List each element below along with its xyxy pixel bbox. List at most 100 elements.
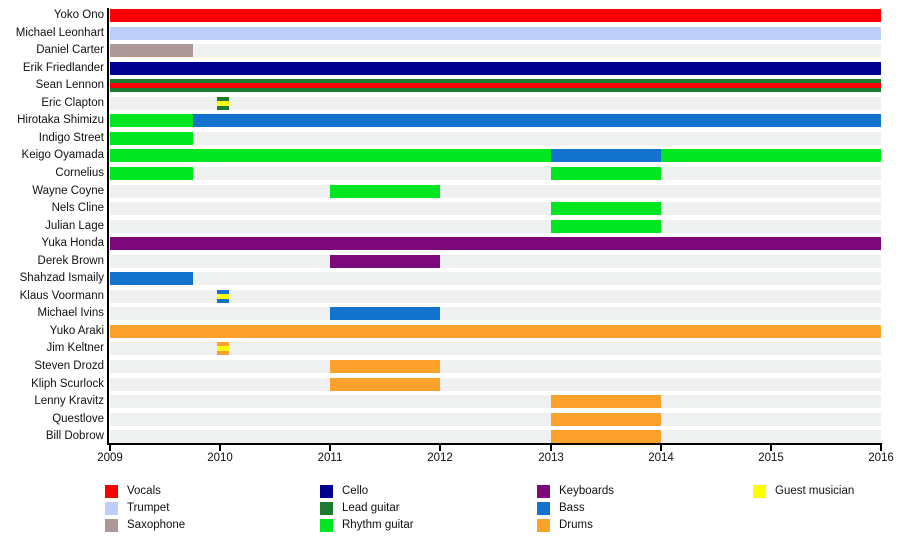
row-label: Yuka Honda: [41, 237, 104, 249]
bar-stripe-bass: [110, 272, 193, 285]
bar-segment: [330, 360, 441, 373]
row-track: [110, 430, 881, 443]
legend-label-bass: Bass: [559, 502, 585, 514]
row-label: Indigo Street: [38, 132, 104, 144]
legend-label-cello: Cello: [342, 485, 369, 497]
bar-stripe-saxophone: [110, 44, 193, 57]
x-axis-tick-label: 2009: [97, 452, 123, 464]
row-label: Keigo Oyamada: [21, 149, 104, 161]
bar-stripe-lead-guitar: [216, 97, 229, 102]
bar-stripe-lead-guitar: [216, 105, 229, 110]
bar-segment: [550, 167, 661, 180]
bar-stripe-drums: [216, 342, 229, 347]
bar-stripe-rhythm-guitar: [110, 149, 551, 162]
bar-stripe-rhythm-guitar: [550, 220, 661, 233]
bar-stripe-rhythm-guitar: [110, 114, 193, 127]
bar-segment: [110, 237, 881, 250]
row-label: Klaus Voormann: [19, 290, 104, 302]
row-track: [110, 220, 881, 233]
bar-segment: [110, 132, 193, 145]
bar-segment: [110, 79, 881, 92]
bar-stripe-rhythm-guitar: [550, 202, 661, 215]
bar-segment: [110, 44, 193, 57]
legend-label-vocals: Vocals: [127, 485, 161, 497]
bar-segment: [550, 395, 661, 408]
row-track: [110, 413, 881, 426]
bar-segment: [330, 185, 441, 198]
row-label: Yoko Ono: [53, 9, 104, 21]
bar-segment: [216, 97, 229, 110]
row-track: [110, 44, 881, 57]
legend-label-saxophone: Saxophone: [127, 519, 186, 531]
row-label: Cornelius: [55, 167, 104, 179]
bar-segment: [216, 290, 229, 303]
bar-stripe-bass: [216, 298, 229, 303]
bar-segment: [110, 9, 881, 22]
bar-segment: [110, 325, 881, 338]
bar-segment: [330, 307, 441, 320]
legend-swatch-trumpet: [105, 502, 118, 515]
bar-stripe-vocals: [110, 83, 881, 88]
bar-stripe-cello: [110, 62, 881, 75]
x-axis-tick-label: 2016: [868, 452, 894, 464]
row-track: [110, 378, 881, 391]
bar-segment: [550, 149, 661, 162]
row-label: Eric Clapton: [41, 97, 104, 109]
x-axis-line: [107, 443, 882, 445]
bar-segment: [330, 378, 441, 391]
bar-stripe-drums: [330, 360, 441, 373]
legend-swatch-drums: [537, 519, 550, 532]
bar-segment: [550, 202, 661, 215]
bar-segment: [110, 149, 551, 162]
bar-segment: [110, 27, 881, 40]
bar-stripe-guest: [216, 346, 229, 351]
row-label: Questlove: [52, 413, 104, 425]
row-track: [110, 97, 881, 110]
bar-segment: [110, 62, 881, 75]
bar-segment: [192, 114, 881, 127]
row-label: Sean Lennon: [35, 79, 104, 91]
x-axis-tick: [439, 445, 441, 451]
row-label: Derek Brown: [37, 255, 104, 267]
bar-segment: [550, 430, 661, 443]
legend-swatch-bass: [537, 502, 550, 515]
bar-segment: [110, 167, 193, 180]
legend-label-lead-guitar: Lead guitar: [342, 502, 400, 514]
x-axis-tick-label: 2010: [207, 452, 233, 464]
bar-segment: [110, 272, 193, 285]
row-label: Lenny Kravitz: [34, 395, 104, 407]
bar-stripe-keyboards: [330, 255, 441, 268]
row-track: [110, 255, 881, 268]
bar-stripe-rhythm-guitar: [110, 167, 193, 180]
x-axis-tick: [880, 445, 882, 451]
row-track: [110, 360, 881, 373]
bar-stripe-bass: [216, 290, 229, 295]
x-axis-tick: [109, 445, 111, 451]
legend-swatch-cello: [320, 485, 333, 498]
row-label: Daniel Carter: [36, 44, 104, 56]
row-track: [110, 342, 881, 355]
x-axis-tick: [660, 445, 662, 451]
bar-stripe-trumpet: [110, 27, 881, 40]
row-label: Wayne Coyne: [32, 185, 104, 197]
row-track: [110, 290, 881, 303]
legend-swatch-keyboards: [537, 485, 550, 498]
x-axis-tick: [329, 445, 331, 451]
bar-segment: [550, 220, 661, 233]
legend-label-keyboards: Keyboards: [559, 485, 614, 497]
x-axis-tick-label: 2011: [317, 452, 343, 464]
row-label: Yuko Araki: [49, 325, 104, 337]
bar-stripe-bass: [192, 114, 881, 127]
bar-segment: [550, 413, 661, 426]
legend-swatch-guest: [753, 485, 766, 498]
row-label: Shahzad Ismaily: [19, 272, 104, 284]
row-label: Jim Keltner: [46, 342, 104, 354]
row-track: [110, 202, 881, 215]
bar-stripe-rhythm-guitar: [660, 149, 881, 162]
legend-swatch-rhythm-guitar: [320, 519, 333, 532]
row-label: Erik Friedlander: [22, 62, 104, 74]
row-label: Julian Lage: [45, 220, 104, 232]
bar-stripe-rhythm-guitar: [330, 185, 441, 198]
bar-stripe-guest: [216, 294, 229, 299]
